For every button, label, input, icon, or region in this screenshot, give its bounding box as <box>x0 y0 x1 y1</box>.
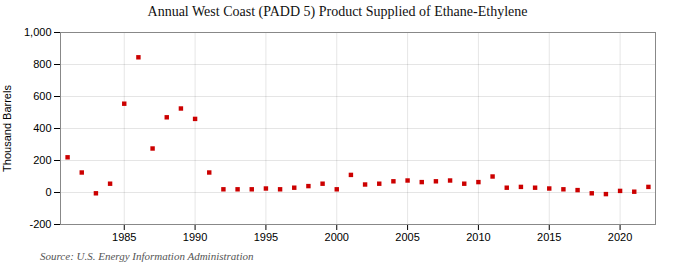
svg-text:2010: 2010 <box>466 231 490 243</box>
svg-text:2005: 2005 <box>395 231 419 243</box>
svg-text:600: 600 <box>33 90 51 102</box>
svg-text:0: 0 <box>45 186 51 198</box>
svg-text:-200: -200 <box>29 218 51 230</box>
svg-text:200: 200 <box>33 154 51 166</box>
svg-text:2020: 2020 <box>608 231 632 243</box>
svg-text:1985: 1985 <box>112 231 136 243</box>
svg-text:1990: 1990 <box>183 231 207 243</box>
html-text:Annual West Coast (PADD 5) Pro: Annual West Coast (PADD 5) Product Suppl… <box>147 4 528 19</box>
svg-text:400: 400 <box>33 122 51 134</box>
svg-text:2015: 2015 <box>537 231 561 243</box>
svg-text:2000: 2000 <box>325 231 349 243</box>
html-text:Source: U.S. Energy Informatio: Source: U.S. Energy Information Administ… <box>40 250 254 262</box>
svg-text:Thousand Barrels: Thousand Barrels <box>1 85 13 172</box>
svg-text:800: 800 <box>33 58 51 70</box>
svg-text:1995: 1995 <box>254 231 278 243</box>
svg-text:1,000: 1,000 <box>24 26 52 38</box>
